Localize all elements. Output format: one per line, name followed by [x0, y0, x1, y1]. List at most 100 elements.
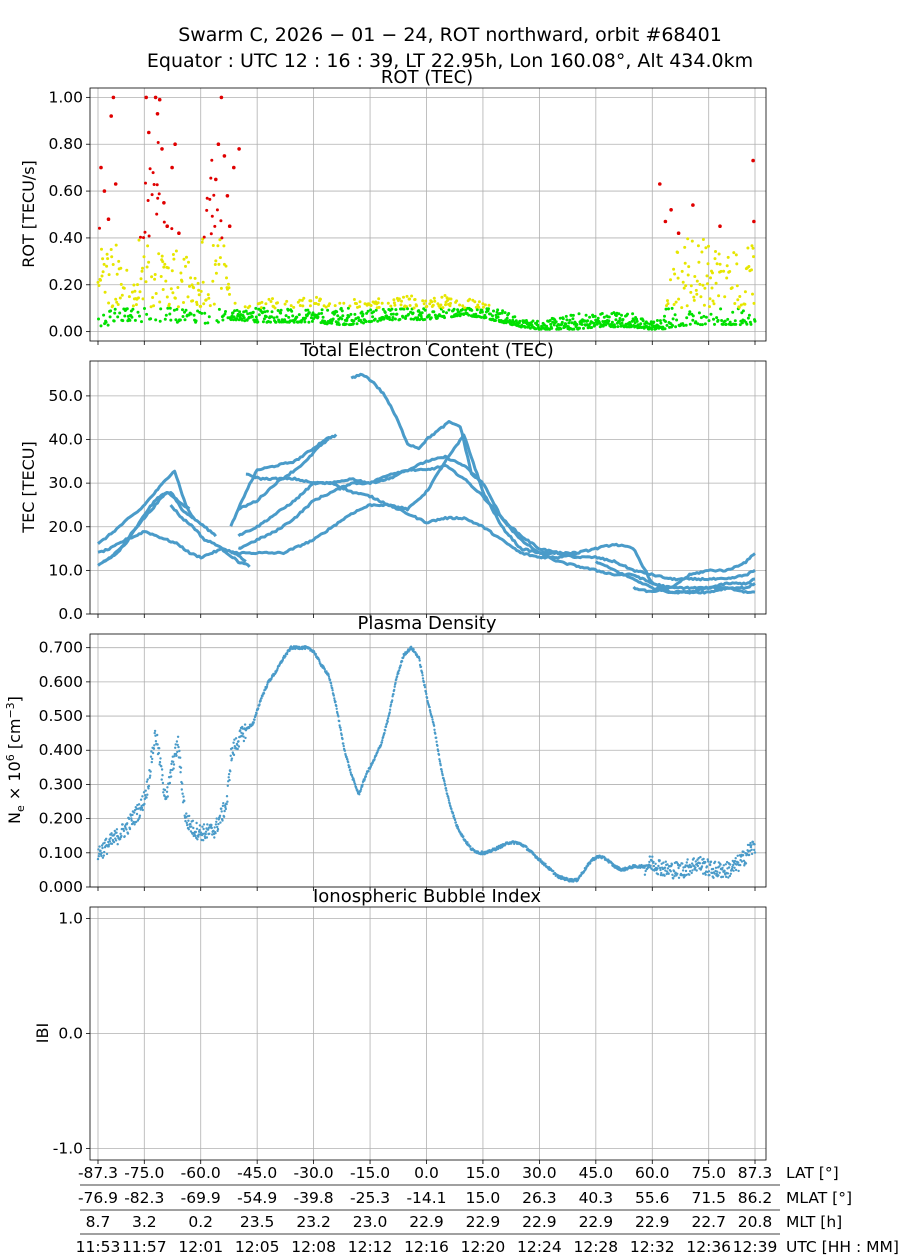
- rot-point: [616, 325, 620, 329]
- rot-point: [449, 297, 453, 301]
- x-tick-label-row-0: -87.3: [78, 1164, 118, 1182]
- rot-point: [119, 266, 123, 270]
- density-point: [180, 788, 183, 791]
- rot-outlier-point: [177, 231, 181, 235]
- rot-point: [716, 318, 720, 322]
- rot-point: [596, 316, 600, 320]
- density-point: [388, 711, 391, 714]
- x-tick-label-row-3: 11:53: [76, 1238, 121, 1256]
- rot-point: [689, 284, 693, 288]
- rot-point: [269, 320, 272, 324]
- density-point: [233, 738, 236, 741]
- density-point: [115, 831, 118, 834]
- rot-point: [208, 197, 212, 201]
- rot-point: [617, 312, 621, 316]
- rot-point: [664, 307, 668, 311]
- density-point: [214, 832, 217, 835]
- density-point: [195, 821, 198, 825]
- density-point: [373, 758, 376, 761]
- rot-point: [130, 315, 134, 319]
- rot-point: [621, 318, 625, 321]
- y-tick-label: 1.0: [58, 910, 83, 928]
- rot-point: [205, 208, 209, 212]
- rot-point: [441, 310, 445, 314]
- rot-point: [376, 319, 380, 323]
- density-point: [425, 696, 429, 700]
- rot-point: [370, 319, 374, 323]
- rot-point: [151, 171, 155, 175]
- density-point: [690, 871, 693, 875]
- density-point: [711, 867, 715, 871]
- density-point: [425, 692, 428, 696]
- density-point: [100, 851, 103, 855]
- rot-point: [707, 319, 711, 323]
- density-point: [433, 728, 436, 731]
- rot-point: [319, 297, 322, 301]
- rot-point: [732, 251, 736, 255]
- panel-rot-title: ROT (TEC): [381, 67, 473, 88]
- density-point: [667, 872, 670, 875]
- density-point: [421, 677, 425, 680]
- rot-point: [168, 312, 172, 316]
- rot-point: [620, 313, 623, 317]
- rot-point: [214, 271, 218, 275]
- rot-point: [100, 247, 103, 251]
- rot-point: [309, 299, 313, 303]
- rot-point: [138, 290, 142, 294]
- density-point: [105, 837, 108, 840]
- density-point: [187, 828, 190, 831]
- density-point: [186, 823, 189, 827]
- rot-point: [464, 308, 468, 312]
- rot-point: [182, 301, 185, 304]
- density-point: [749, 845, 753, 849]
- rot-point: [411, 311, 415, 315]
- rot-point: [349, 312, 353, 316]
- density-point: [237, 740, 240, 743]
- rot-outlier-point: [216, 142, 221, 146]
- rot-point: [125, 268, 129, 272]
- density-point: [340, 733, 343, 737]
- x-tick-label-row-2: 22.9: [522, 1213, 557, 1231]
- rot-point: [483, 303, 487, 307]
- rot-point: [191, 299, 195, 303]
- rot-point: [715, 262, 719, 266]
- density-point: [418, 657, 421, 660]
- rot-point: [101, 257, 105, 261]
- density-point: [202, 827, 205, 831]
- rot-point: [663, 327, 667, 331]
- rot-point: [689, 290, 693, 294]
- x-tick-label-row-1: -82.3: [124, 1189, 164, 1207]
- rot-point: [564, 314, 568, 318]
- rot-point: [121, 319, 125, 323]
- rot-point: [158, 300, 162, 304]
- rot-point: [275, 315, 279, 319]
- density-point: [212, 829, 215, 832]
- density-point: [288, 649, 291, 653]
- density-point: [384, 725, 388, 728]
- density-point: [685, 861, 688, 864]
- density-point: [187, 819, 190, 822]
- rot-point: [702, 303, 706, 307]
- x-tick-label-row-0: 60.0: [635, 1164, 670, 1182]
- density-point: [147, 787, 150, 790]
- rot-point: [686, 273, 690, 277]
- rot-point: [688, 310, 692, 314]
- rot-point: [270, 310, 274, 314]
- density-point: [221, 804, 225, 808]
- density-point: [673, 875, 676, 878]
- tec-series-track-4: [102, 491, 191, 563]
- rot-point: [593, 314, 597, 318]
- density-point: [153, 729, 157, 733]
- rot-point: [391, 316, 395, 319]
- density-point: [719, 863, 722, 866]
- rot-point: [196, 281, 200, 285]
- density-point: [206, 828, 210, 831]
- rot-point: [427, 313, 431, 317]
- rot-point: [397, 297, 401, 301]
- rot-point: [412, 306, 416, 310]
- density-point: [694, 866, 697, 869]
- rot-point: [143, 307, 146, 310]
- rot-point: [144, 181, 147, 185]
- rot-point: [340, 309, 344, 313]
- density-point: [135, 812, 139, 816]
